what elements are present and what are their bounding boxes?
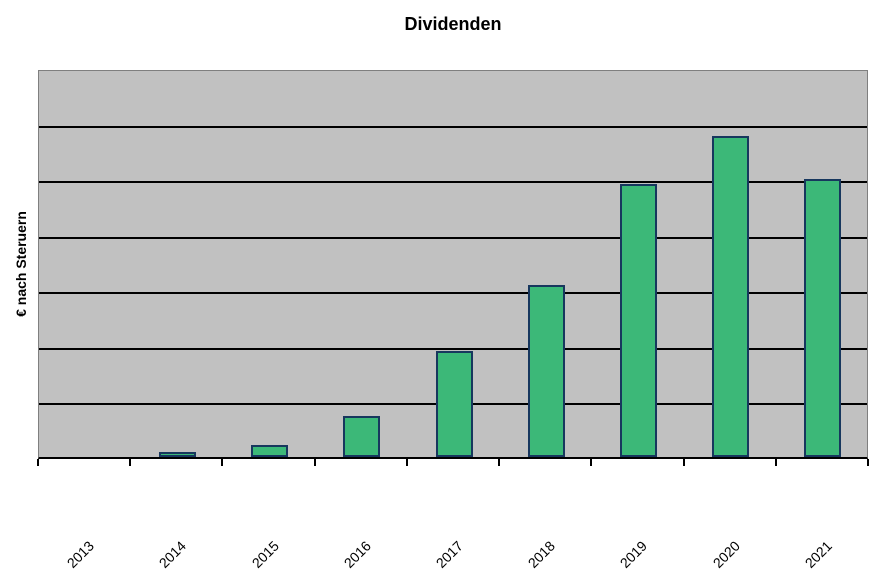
gridline-5 <box>39 348 867 350</box>
gridline-1 <box>39 126 867 128</box>
x-axis-label-2014: 2014 <box>155 537 189 572</box>
bar-2021 <box>804 179 841 457</box>
x-axis-tick-9 <box>867 459 869 466</box>
x-axis-tick-2 <box>221 459 223 466</box>
x-axis-label-2019: 2019 <box>616 537 650 572</box>
x-axis-tick-0 <box>37 459 39 466</box>
x-axis-tick-5 <box>498 459 500 466</box>
gridline-2 <box>39 181 867 183</box>
x-axis-tick-3 <box>314 459 316 466</box>
x-axis-tick-8 <box>775 459 777 466</box>
gridline-4 <box>39 292 867 294</box>
bar-2016 <box>343 416 380 457</box>
x-axis-tick-4 <box>406 459 408 466</box>
x-axis-label-2013: 2013 <box>63 537 97 572</box>
bar-2018 <box>528 285 565 457</box>
x-axis-label-2018: 2018 <box>524 537 558 572</box>
y-axis-title: € nach Steruern <box>13 211 29 317</box>
x-axis-tick-1 <box>129 459 131 466</box>
bar-2017 <box>436 351 473 457</box>
bar-2014 <box>159 452 196 457</box>
gridline-3 <box>39 237 867 239</box>
plot-area <box>38 70 868 459</box>
x-axis-label-2016: 2016 <box>340 537 374 572</box>
chart-title: Dividenden <box>404 14 502 34</box>
x-axis-tick-6 <box>590 459 592 466</box>
bar-2019 <box>620 184 657 457</box>
x-axis-label-2020: 2020 <box>709 537 743 572</box>
x-axis-label-2017: 2017 <box>432 537 466 572</box>
bar-2015 <box>251 445 288 457</box>
x-axis-label-2015: 2015 <box>248 537 282 572</box>
x-axis-tick-7 <box>683 459 685 466</box>
x-axis-label-2021: 2021 <box>801 537 835 572</box>
bar-2020 <box>712 136 749 457</box>
